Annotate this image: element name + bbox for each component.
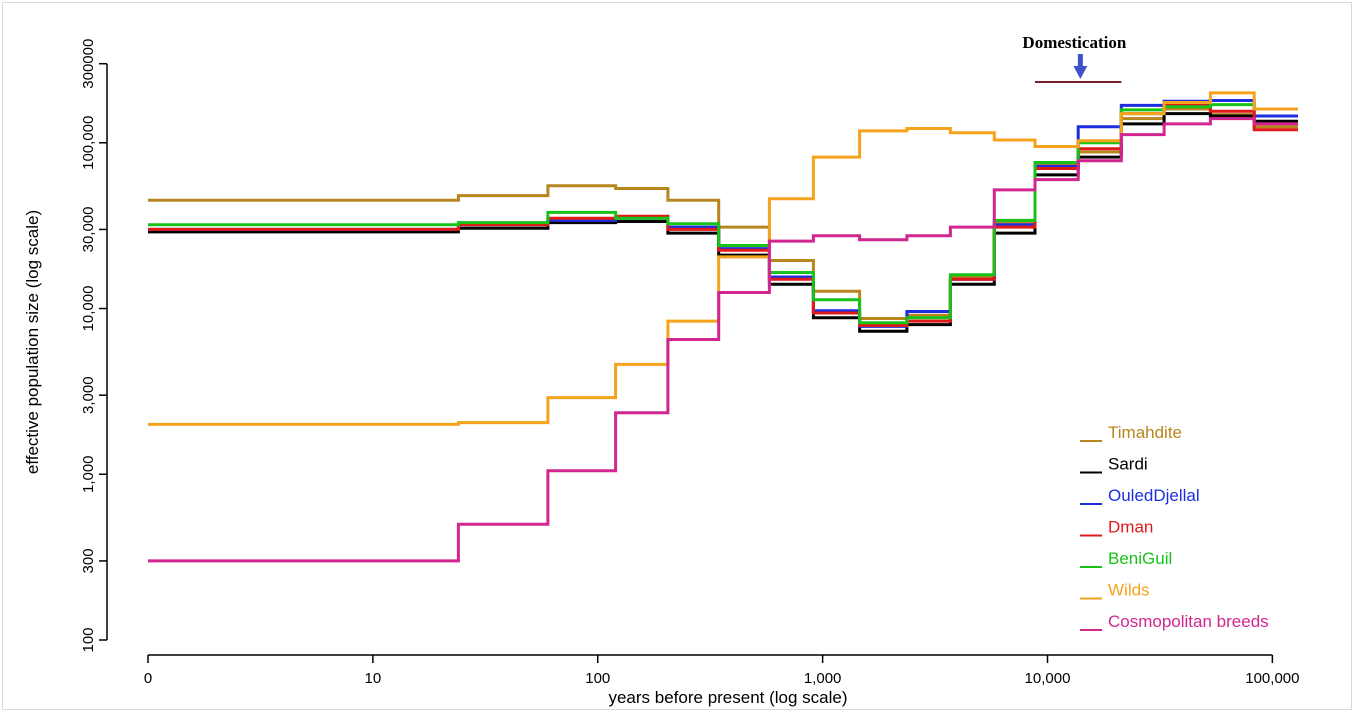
y-tick-label: 1,000	[80, 455, 97, 493]
legend-label: Sardi	[1108, 455, 1148, 474]
legend-label: Cosmopolitan breeds	[1108, 612, 1269, 631]
x-tick-label: 0	[144, 670, 152, 687]
domestication-arrow-shaft	[1077, 54, 1083, 68]
domestication-label: Domestication	[1022, 33, 1126, 52]
legend: Timahdite Sardi OuledDjellal Dman BeniGuil Wi…	[1080, 423, 1269, 631]
y-tick-label: 300000	[80, 39, 97, 89]
legend-label: Dman	[1108, 518, 1153, 537]
axes: 0 10 100 1,000 10,000 100,000 100 300 1,000 3,000…	[80, 39, 1299, 687]
legend-label: OuledDjellal	[1108, 486, 1200, 505]
y-tick-label: 30,000	[80, 207, 97, 253]
x-tick-label: 10,000	[1025, 670, 1071, 687]
y-tick-label: 10,000	[80, 286, 97, 332]
series-line-timahdite	[148, 107, 1298, 320]
annotation-layer: Domestication	[1022, 33, 1127, 83]
y-tick-label: 3,000	[80, 376, 97, 414]
x-axis-title: years before present (log scale)	[608, 688, 847, 707]
domestication-arrow-icon	[1073, 66, 1088, 79]
legend-label: BeniGuil	[1108, 549, 1172, 568]
series-line-sardi	[148, 112, 1298, 333]
y-tick-label: 100	[80, 627, 97, 652]
legend-label: Wilds	[1108, 581, 1150, 600]
series-line-cosmopolitan-breeds	[148, 117, 1298, 563]
series-layer	[148, 91, 1298, 563]
legend-label: Timahdite	[1108, 423, 1182, 442]
series-line-wilds	[148, 91, 1298, 426]
y-tick-label: 300	[80, 548, 97, 573]
y-axis-title: effective population size (log scale)	[23, 210, 42, 474]
x-tick-label: 100	[585, 670, 610, 687]
x-tick-label: 10	[365, 670, 382, 687]
y-tick-label: 100,000	[80, 116, 97, 170]
x-tick-label: 1,000	[804, 670, 842, 687]
series-line-beniguil	[148, 103, 1298, 325]
x-tick-label: 100,000	[1245, 670, 1299, 687]
